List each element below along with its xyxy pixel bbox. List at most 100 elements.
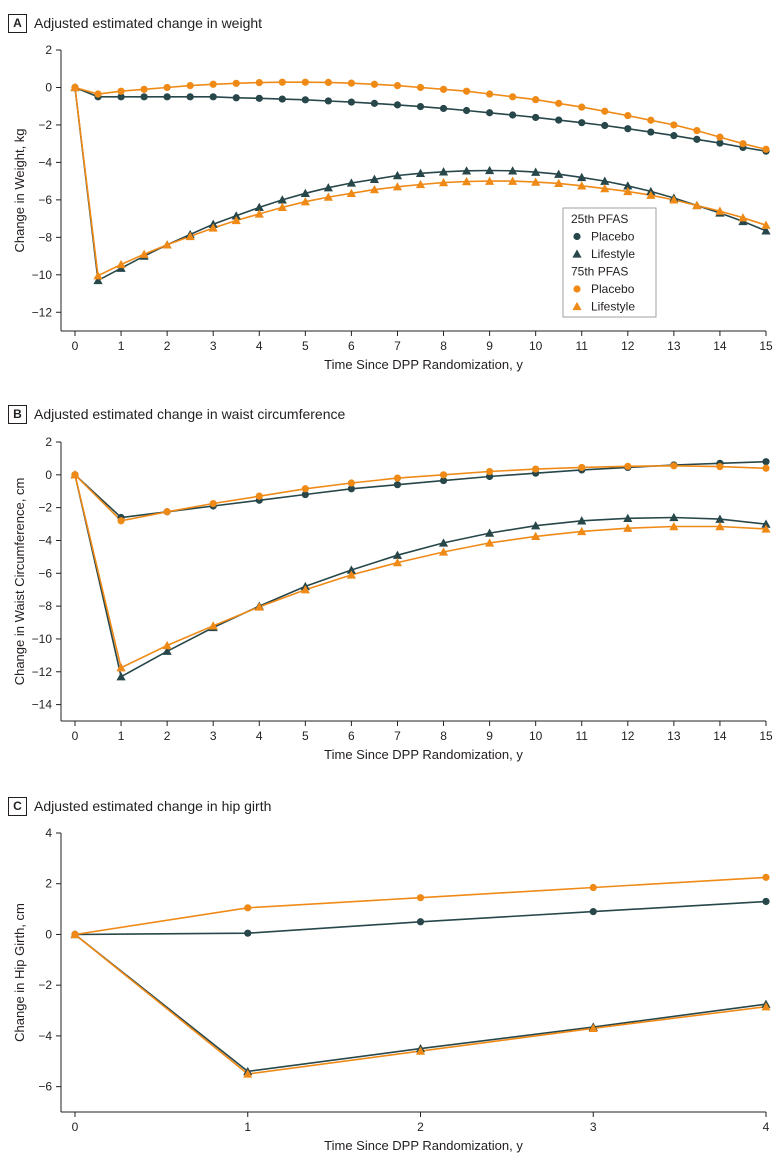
data-point-marker	[670, 121, 678, 129]
data-point-marker	[669, 512, 679, 522]
data-point-marker	[370, 80, 379, 88]
data-point-marker	[485, 538, 495, 547]
y-tick-label: −14	[32, 698, 53, 712]
legend-box	[562, 207, 657, 318]
data-point-marker	[716, 463, 724, 471]
data-point-marker	[185, 231, 195, 241]
data-point-marker	[415, 168, 426, 177]
data-point-marker	[577, 526, 587, 536]
data-point-marker	[624, 125, 632, 133]
data-point-marker	[93, 271, 103, 280]
data-point-marker	[162, 646, 172, 655]
data-point-marker	[531, 177, 541, 186]
data-point-marker	[623, 523, 633, 532]
y-tick-label: −10	[32, 632, 53, 646]
data-point-marker	[186, 93, 194, 101]
data-point-marker	[244, 929, 252, 937]
data-point-marker	[715, 514, 725, 523]
y-axis-label: Change in Waist Circumference, cm	[12, 478, 27, 686]
data-point-marker	[461, 166, 472, 175]
legend-circle-marker	[573, 285, 581, 293]
data-point-marker	[231, 215, 241, 225]
data-point-marker	[209, 499, 217, 508]
x-tick-label: 2	[417, 1120, 424, 1134]
data-point-marker	[761, 226, 771, 235]
data-point-marker	[531, 531, 541, 541]
data-point-marker	[346, 178, 356, 187]
x-tick-label: 10	[529, 729, 543, 743]
legend-triangle-marker	[572, 249, 582, 258]
x-tick-label: 5	[302, 729, 309, 743]
data-point-marker	[485, 165, 495, 175]
data-point-marker	[254, 602, 264, 611]
chart-panel-weight: 20−2−4−6−8−10−120 1 2 3 4 5 6 7 8 9 10 11 12 13 14 15Ti…	[12, 43, 773, 372]
y-tick-label: −2	[38, 501, 52, 515]
data-point-marker	[461, 176, 472, 186]
x-tick-label: 14	[713, 729, 727, 743]
data-point-marker	[416, 918, 425, 926]
data-point-marker	[439, 471, 448, 479]
series-line-75th-pfas-placebo	[74, 464, 767, 522]
legend: 25th PFAS Placebo Lifestyle 75th PFAS Placeb…	[562, 207, 657, 318]
panel-a-letter: A	[8, 13, 27, 33]
series-line-25th-pfas-placebo	[74, 86, 767, 152]
data-point-marker	[346, 570, 356, 579]
y-tick-label: 2	[45, 435, 52, 449]
data-point-marker	[186, 81, 194, 90]
data-point-marker	[416, 102, 425, 111]
data-point-marker	[324, 78, 332, 87]
x-axis-label: Time Since DPP Randomization, y	[324, 357, 523, 372]
y-tick-label: −8	[38, 230, 52, 244]
y-axis-label: Change in Weight, kg	[12, 128, 27, 252]
panel-b-letter: B	[8, 404, 27, 424]
x-tick-label: 9	[486, 339, 493, 353]
panel-a-title: A Adjusted estimated change in weight	[8, 12, 262, 34]
data-point-marker	[647, 116, 655, 124]
data-point-marker	[254, 202, 264, 212]
data-point-marker	[255, 78, 263, 87]
x-tick-label: 6	[348, 729, 355, 743]
data-point-marker	[578, 103, 586, 111]
data-point-marker	[94, 90, 102, 98]
y-tick-label: −12	[32, 305, 53, 319]
data-point-marker	[70, 470, 80, 479]
data-point-marker	[670, 462, 678, 470]
data-point-marker	[531, 521, 541, 530]
data-point-marker	[255, 94, 263, 102]
x-tick-label: 4	[256, 339, 263, 353]
data-point-marker	[244, 904, 252, 912]
x-tick-label: 8	[440, 729, 447, 743]
data-point-marker	[462, 87, 471, 95]
y-tick-label: 0	[45, 468, 52, 482]
y-tick-label: −10	[32, 268, 53, 282]
data-point-marker	[347, 79, 355, 87]
data-point-marker	[508, 166, 518, 175]
data-point-marker	[486, 109, 494, 117]
data-point-marker	[762, 897, 770, 906]
data-point-marker	[243, 1069, 253, 1078]
y-tick-label: 0	[45, 927, 52, 941]
data-point-marker	[415, 1046, 426, 1055]
data-point-marker	[163, 83, 171, 92]
data-point-marker	[577, 172, 587, 182]
data-point-marker	[554, 169, 564, 178]
legend-entry-label: Placebo	[591, 282, 635, 296]
series-line-75th-pfas-placebo	[74, 876, 767, 936]
data-point-marker	[578, 119, 586, 127]
y-tick-label: −2	[38, 978, 52, 992]
data-point-marker	[624, 111, 632, 120]
data-point-marker	[232, 94, 240, 102]
data-point-marker	[393, 81, 402, 90]
data-point-marker	[531, 167, 541, 176]
x-tick-label: 13	[667, 729, 681, 743]
data-point-marker	[486, 472, 494, 481]
x-tick-label: 1	[244, 1120, 251, 1134]
data-point-marker	[347, 479, 355, 487]
data-point-marker	[300, 197, 310, 206]
x-tick-label: 0	[72, 1120, 79, 1134]
data-point-marker	[669, 521, 679, 531]
data-point-marker	[324, 97, 332, 105]
x-tick-label: 15	[759, 729, 773, 743]
data-point-marker	[347, 485, 355, 493]
